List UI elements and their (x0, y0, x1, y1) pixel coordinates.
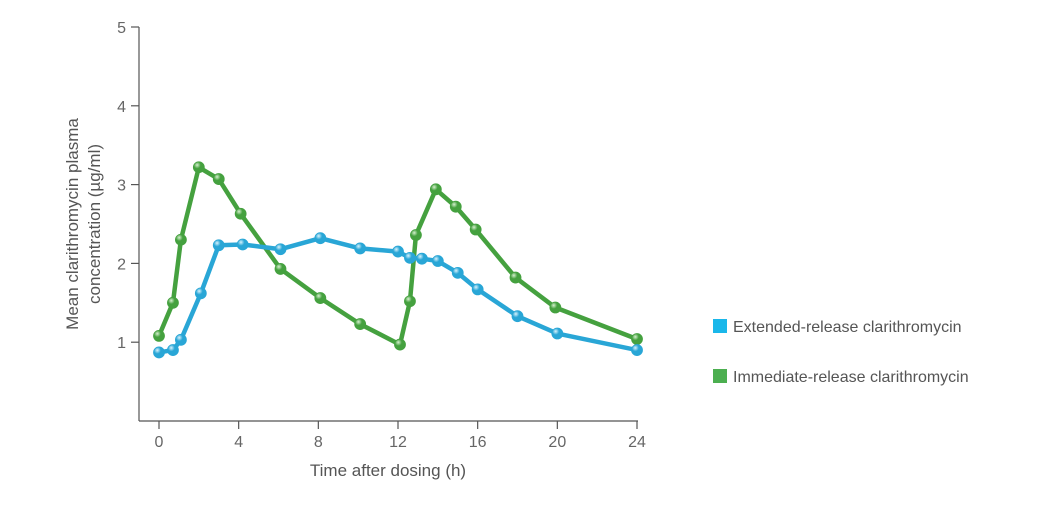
axes (138, 27, 638, 422)
series-immediate-release (153, 161, 643, 351)
legend-label-extended-release: Extended-release clarithromycin (733, 319, 962, 336)
data-point-extended-release (167, 344, 179, 356)
data-point-immediate-release (192, 161, 205, 174)
data-point-immediate-release (429, 183, 442, 196)
x-axis-title: Time after dosing (h) (310, 461, 466, 480)
legend-swatch-extended-release (713, 319, 727, 333)
data-point-extended-release (354, 242, 367, 255)
y-tick-label-3: 3 (117, 178, 126, 195)
data-point-immediate-release (274, 263, 287, 275)
series-group (153, 161, 643, 359)
data-point-extended-release (404, 251, 416, 264)
x-tick-label-12: 12 (389, 434, 407, 451)
data-point-immediate-release (153, 329, 165, 342)
data-point-extended-release (451, 266, 464, 279)
data-point-immediate-release (509, 271, 522, 284)
x-tick-label-24: 24 (628, 434, 646, 451)
y-axis-title-line-1: Mean clarithromycin plasma (63, 118, 82, 330)
data-point-extended-release (631, 344, 643, 356)
x-tick-label-16: 16 (469, 434, 487, 451)
data-point-extended-release (314, 232, 327, 245)
data-point-immediate-release (354, 318, 367, 330)
legend-label-immediate-release: Immediate-release clarithromycin (733, 369, 969, 386)
data-point-extended-release (431, 255, 444, 267)
data-point-extended-release (471, 283, 484, 296)
data-point-extended-release (274, 243, 287, 256)
data-point-extended-release (175, 333, 187, 346)
data-point-immediate-release (404, 295, 416, 308)
data-point-immediate-release (212, 173, 225, 185)
series-line-immediate-release (156, 165, 640, 347)
data-point-immediate-release (394, 338, 406, 351)
data-point-extended-release (212, 239, 225, 252)
data-point-immediate-release (234, 207, 247, 220)
data-point-extended-release (236, 238, 249, 251)
data-point-immediate-release (175, 233, 187, 246)
data-point-extended-release (511, 310, 524, 323)
data-point-immediate-release (314, 292, 327, 304)
legend-swatch-immediate-release (713, 369, 727, 383)
y-tick-label-5: 5 (117, 20, 126, 37)
y-ticks: 1 2 3 4 5 (117, 20, 139, 352)
y-tick-label-4: 4 (117, 99, 126, 116)
data-point-immediate-release (167, 296, 179, 309)
data-point-immediate-release (631, 333, 643, 345)
data-point-extended-release (392, 245, 404, 258)
y-tick-label-1: 1 (117, 335, 126, 352)
data-point-immediate-release (449, 200, 462, 213)
data-point-extended-release (153, 346, 165, 359)
legend: Extended-release clarithromycin Immediat… (713, 319, 969, 386)
data-point-immediate-release (549, 301, 562, 314)
data-point-immediate-release (469, 223, 482, 236)
y-axis-title-line-2: concentration (µg/ml) (85, 144, 104, 304)
data-point-extended-release (551, 327, 564, 340)
series-extended-release (153, 232, 643, 359)
data-point-immediate-release (410, 229, 422, 241)
x-tick-label-4: 4 (234, 434, 243, 451)
series-line-extended-release (156, 235, 640, 355)
x-tick-label-8: 8 (314, 434, 323, 451)
y-tick-label-2: 2 (117, 256, 126, 273)
data-point-extended-release (194, 287, 207, 300)
x-ticks: 0 4 8 12 16 20 24 (155, 421, 646, 451)
data-point-extended-release (415, 252, 428, 265)
x-tick-label-0: 0 (155, 434, 164, 451)
x-tick-label-20: 20 (548, 434, 566, 451)
